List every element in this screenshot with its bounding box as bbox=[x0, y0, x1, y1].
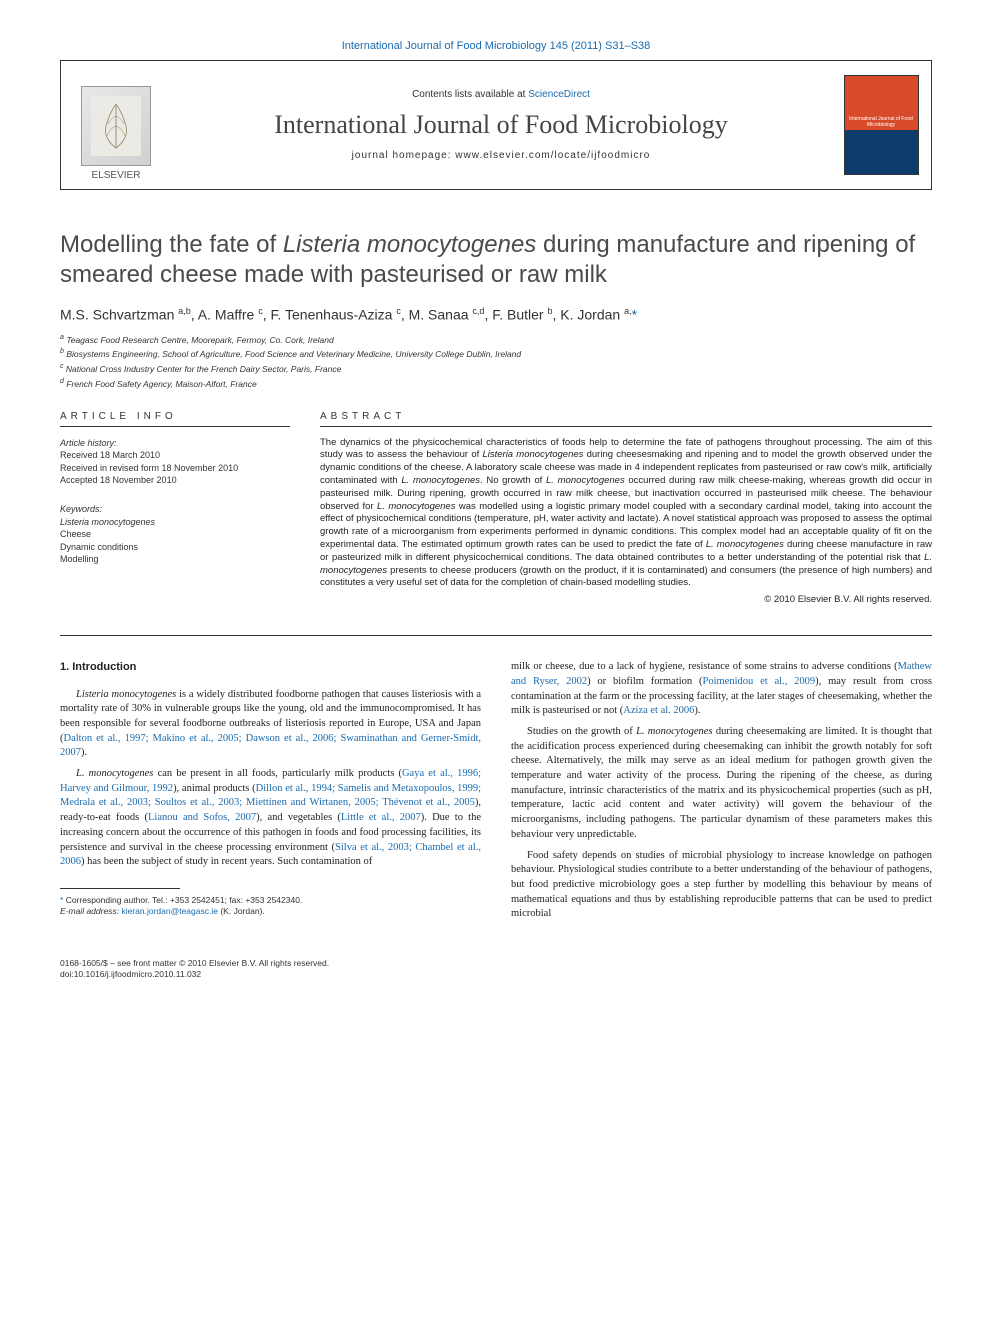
sciencedirect-link[interactable]: ScienceDirect bbox=[528, 89, 590, 100]
article-info-column: ARTICLE INFO Article history: Received 1… bbox=[60, 411, 290, 606]
affiliation: a Teagasc Food Research Centre, Moorepar… bbox=[60, 333, 932, 347]
history-label: Article history: bbox=[60, 437, 290, 450]
affiliation-list: a Teagasc Food Research Centre, Moorepar… bbox=[60, 333, 932, 391]
email-label: E-mail address: bbox=[60, 906, 119, 916]
homepage-url[interactable]: www.elsevier.com/locate/ijfoodmicro bbox=[455, 150, 650, 161]
keyword: Cheese bbox=[60, 528, 290, 541]
keywords-label: Keywords: bbox=[60, 503, 290, 516]
divider bbox=[60, 635, 932, 636]
footnote-separator bbox=[60, 888, 180, 889]
keywords-block: Keywords: Listeria monocytogenes Cheese … bbox=[60, 503, 290, 566]
author-list: M.S. Schvartzman a,b, A. Maffre c, F. Te… bbox=[60, 306, 932, 323]
body-paragraph: Studies on the growth of L. monocytogene… bbox=[511, 725, 932, 843]
accepted-date: Accepted 18 November 2010 bbox=[60, 474, 290, 487]
section-heading: 1. Introduction bbox=[60, 660, 481, 675]
journal-title: International Journal of Food Microbiolo… bbox=[274, 110, 727, 140]
article-history: Article history: Received 18 March 2010 … bbox=[60, 437, 290, 487]
elsevier-tree-icon bbox=[81, 86, 151, 166]
keyword: Dynamic conditions bbox=[60, 541, 290, 554]
journal-homepage-line: journal homepage: www.elsevier.com/locat… bbox=[352, 150, 651, 161]
footer-doi: doi:10.1016/j.ijfoodmicro.2010.11.032 bbox=[60, 969, 932, 980]
article-info-header: ARTICLE INFO bbox=[60, 411, 290, 422]
email-person: (K. Jordan). bbox=[220, 906, 264, 916]
journal-banner: ELSEVIER Contents lists available at Sci… bbox=[60, 60, 932, 190]
abstract-column: ABSTRACT The dynamics of the physicochem… bbox=[320, 411, 932, 606]
banner-center: Contents lists available at ScienceDirec… bbox=[171, 61, 831, 189]
publisher-logo-block: ELSEVIER bbox=[61, 61, 171, 189]
body-paragraph: L. monocytogenes can be present in all f… bbox=[60, 767, 481, 870]
asterisk-icon: * bbox=[60, 895, 63, 905]
body-right-column: milk or cheese, due to a lack of hygiene… bbox=[511, 660, 932, 928]
affiliation: d French Food Safety Agency, Maison-Alfo… bbox=[60, 377, 932, 391]
email-link[interactable]: kieran.jordan@teagasc.ie bbox=[121, 906, 218, 916]
received-date: Received 18 March 2010 bbox=[60, 449, 290, 462]
corresponding-author-footnote: * Corresponding author. Tel.: +353 25424… bbox=[60, 895, 481, 917]
body-paragraph: Food safety depends on studies of microb… bbox=[511, 849, 932, 922]
article-title: Modelling the fate of Listeria monocytog… bbox=[60, 230, 932, 290]
body-paragraph: milk or cheese, due to a lack of hygiene… bbox=[511, 660, 932, 719]
footer-front-matter: 0168-1605/$ – see front matter © 2010 El… bbox=[60, 958, 932, 969]
journal-cover-icon: International Journal of Food Microbiolo… bbox=[844, 75, 919, 175]
corresponding-text: Corresponding author. Tel.: +353 2542451… bbox=[66, 895, 303, 905]
homepage-prefix: journal homepage: bbox=[352, 150, 456, 161]
journal-cover-block: International Journal of Food Microbiolo… bbox=[831, 61, 931, 189]
publisher-name: ELSEVIER bbox=[92, 170, 141, 181]
abstract-copyright: © 2010 Elsevier B.V. All rights reserved… bbox=[320, 594, 932, 605]
affiliation: b Biosystems Engineering, School of Agri… bbox=[60, 347, 932, 361]
keyword: Listeria monocytogenes bbox=[60, 516, 290, 529]
abstract-text: The dynamics of the physicochemical char… bbox=[320, 437, 932, 591]
revised-date: Received in revised form 18 November 201… bbox=[60, 462, 290, 475]
body-paragraph: Listeria monocytogenes is a widely distr… bbox=[60, 688, 481, 761]
divider bbox=[320, 426, 932, 427]
keyword: Modelling bbox=[60, 553, 290, 566]
body-left-column: 1. Introduction Listeria monocytogenes i… bbox=[60, 660, 481, 928]
contents-prefix: Contents lists available at bbox=[412, 89, 528, 100]
affiliation: c National Cross Industry Center for the… bbox=[60, 362, 932, 376]
page-footer: 0168-1605/$ – see front matter © 2010 El… bbox=[60, 958, 932, 980]
journal-cover-label: International Journal of Food Microbiolo… bbox=[845, 117, 918, 128]
contents-available-line: Contents lists available at ScienceDirec… bbox=[412, 89, 590, 100]
journal-citation[interactable]: International Journal of Food Microbiolo… bbox=[60, 40, 932, 52]
abstract-header: ABSTRACT bbox=[320, 411, 932, 422]
divider bbox=[60, 426, 290, 427]
